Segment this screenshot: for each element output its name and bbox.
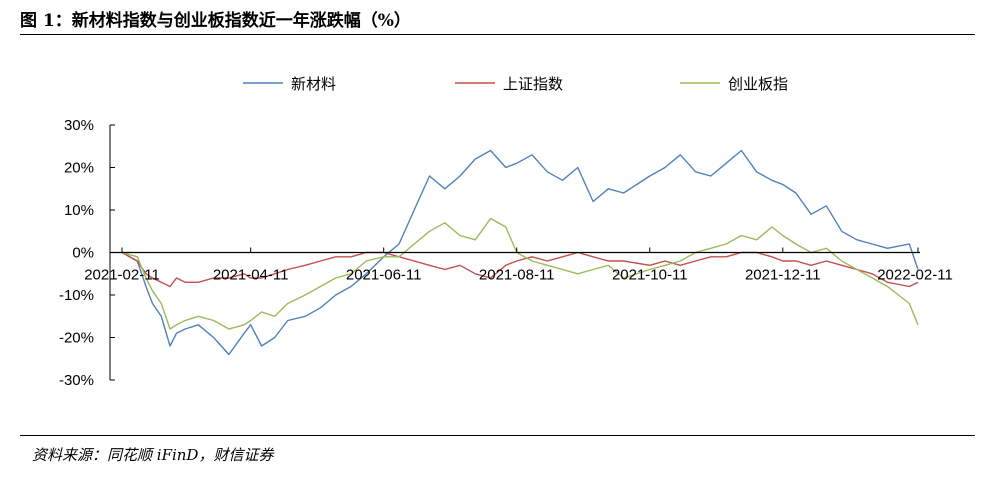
y-tick-label: 30% (64, 117, 94, 134)
legend-label-2: 上证指数 (503, 76, 563, 93)
figure-title: 图 1：新材料指数与创业板指数近一年涨跌幅（%） (20, 11, 411, 31)
x-tick-label: 2021-06-11 (346, 267, 422, 284)
series-line-3 (121, 217, 919, 330)
y-axis: 30% 20% 10% 0% -10% -20% -30% (59, 117, 115, 389)
y-tick-label: -10% (59, 287, 94, 304)
x-tick-label: 2021-10-11 (612, 267, 688, 284)
y-tick-label: -20% (59, 330, 94, 347)
x-axis: 2021-02-11 2021-04-11 2021-06-11 2021-08-11… (84, 247, 953, 284)
chart-series (121, 149, 919, 356)
x-tick-label: 2021-08-11 (479, 267, 555, 284)
series-line-2 (121, 251, 919, 288)
y-tick-label: 20% (64, 160, 94, 177)
x-tick-label: 2021-02-11 (84, 267, 160, 284)
y-tick-label: 0% (72, 245, 94, 262)
series-line-1 (121, 149, 919, 356)
source-note: 资料来源：同花顺 iFinD，财信证券 (32, 446, 274, 464)
x-tick-label: 2021-12-11 (745, 267, 821, 284)
bottom-rule (20, 435, 975, 436)
legend-label-1: 新材料 (291, 76, 336, 93)
x-tick-label: 2022-02-11 (877, 267, 953, 284)
x-tick-label: 2021-04-11 (213, 267, 289, 284)
y-tick-label: 10% (64, 202, 94, 219)
chart-legend: 新材料 上证指数 创业板指 (243, 75, 788, 93)
y-tick-label: -30% (59, 372, 94, 389)
legend-label-3: 创业板指 (728, 75, 788, 93)
top-rule (20, 34, 975, 35)
